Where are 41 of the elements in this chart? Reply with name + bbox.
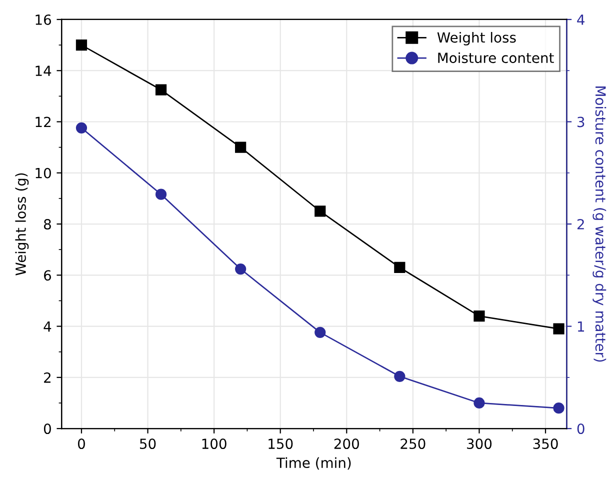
y-tick-label: 6 — [44, 270, 52, 281]
y-tick-label: 12 — [36, 116, 50, 128]
y-tick-label: 10 — [36, 168, 51, 178]
point — [553, 402, 564, 414]
x-tick-label: 250 — [400, 438, 426, 450]
x-tick-label: 350 — [533, 438, 558, 450]
y-tick-label: 16 — [36, 14, 52, 25]
x-tick-label: 150 — [268, 438, 293, 450]
y-tick-label: 4 — [44, 321, 52, 332]
point — [235, 263, 246, 275]
y-tick-label: 0 — [44, 424, 51, 434]
x-tick-label: 300 — [467, 438, 492, 450]
x-tick-label: 100 — [202, 438, 226, 450]
x-tick-label: 50 — [140, 438, 156, 450]
x-tick-label: 200 — [334, 438, 359, 450]
y2-tick-label: 3 — [578, 116, 584, 128]
y-tick-label: 2 — [44, 372, 50, 383]
y-axis-title: Weight loss (g) — [15, 173, 29, 276]
y2-tick-label: 2 — [577, 218, 584, 230]
x-axis-title: Time (min) — [276, 457, 351, 470]
y-tick-label: 8 — [44, 218, 51, 230]
point — [553, 323, 564, 334]
y-tick-label: 14 — [36, 66, 52, 76]
point — [155, 188, 167, 200]
point — [76, 39, 88, 51]
y2-tick-label: 0 — [577, 424, 584, 434]
legend-label: Weight loss — [437, 32, 516, 46]
y2-tick-label: 4 — [577, 14, 584, 25]
y2-axis-title: Moisture content (g water/g dry matter) — [592, 86, 606, 362]
x-tick-label: 0 — [78, 438, 85, 450]
point — [155, 84, 167, 96]
y2-tick-label: 1 — [578, 321, 584, 332]
point — [314, 206, 326, 217]
point — [76, 122, 88, 134]
point — [394, 262, 406, 274]
point — [314, 326, 326, 338]
point — [235, 142, 246, 153]
point — [474, 310, 485, 322]
point — [474, 397, 485, 409]
legend-label: Moisture content — [438, 52, 554, 64]
point — [394, 370, 406, 382]
